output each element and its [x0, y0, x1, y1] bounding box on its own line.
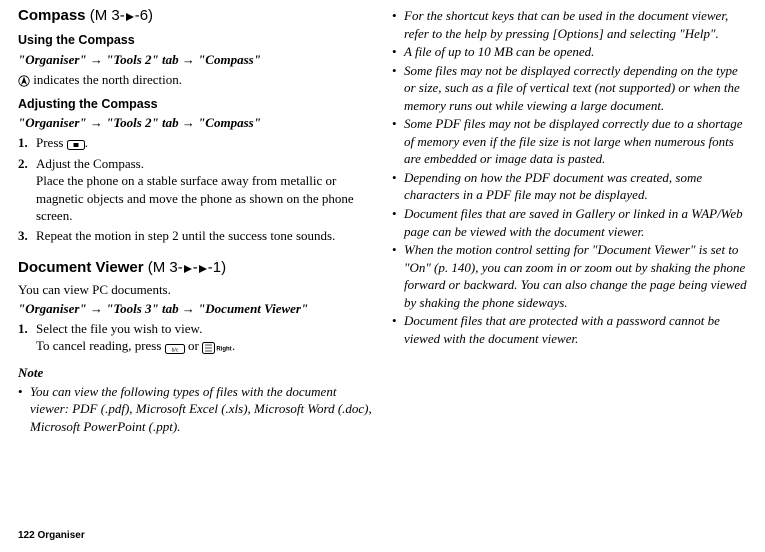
bullet: • For the shortcut keys that can be used…	[392, 7, 752, 42]
doc-step-1: 1. Select the file you wish to view. To …	[18, 320, 378, 356]
step-number: 3.	[18, 227, 36, 245]
step1-post: .	[85, 135, 88, 150]
bullet: • Some files may not be displayed correc…	[392, 62, 752, 115]
page-footer: 122 Organiser	[18, 529, 85, 543]
step-text: Select the file you wish to view. To can…	[36, 320, 378, 356]
step-text: Adjust the Compass. Place the phone on a…	[36, 155, 378, 225]
north-circle-icon	[18, 72, 30, 90]
bullet-dot: •	[392, 62, 404, 115]
bullet-dot: •	[392, 115, 404, 168]
compass-heading: Compass (M 3- -6)	[18, 6, 378, 26]
north-text: indicates the north direction.	[30, 72, 182, 87]
bullet-text: A file of up to 10 MB can be opened.	[404, 43, 752, 61]
bullet-text: Document files that are saved in Gallery…	[404, 205, 752, 240]
step2-line2: Place the phone on a stable surface away…	[36, 172, 378, 225]
bullet: • Some PDF files may not be displayed co…	[392, 115, 752, 168]
triangle-right-icon	[183, 258, 193, 278]
north-indicator-line: indicates the north direction.	[18, 71, 378, 90]
bullet-dot: •	[18, 383, 30, 436]
bullet: • Document files that are protected with…	[392, 312, 752, 347]
adjusting-compass-heading: Adjusting the Compass	[18, 96, 378, 113]
bullet: • Document files that are saved in Galle…	[392, 205, 752, 240]
nav-path-2: "Organiser" → "Tools 2" tab → "Compass"	[18, 114, 378, 132]
note-bullet-1: • You can view the following types of fi…	[18, 383, 378, 436]
bullet-dot: •	[392, 205, 404, 240]
step-1: 1. Press .	[18, 134, 378, 153]
svg-text:Right: Right	[216, 346, 231, 352]
note-heading: Note	[18, 364, 378, 382]
key-right-icon: Right	[202, 339, 232, 357]
dstep1b-mid: or	[185, 338, 202, 353]
doc-menucode-1: (M 3-	[144, 260, 183, 277]
key-back-icon: b/c	[165, 339, 185, 357]
compass-menucode-post: -6)	[135, 7, 153, 24]
dstep1b-pre: To cancel reading, press	[36, 338, 165, 353]
step-text: Press .	[36, 134, 378, 153]
triangle-right-icon	[125, 6, 135, 26]
bullet: • Depending on how the PDF document was …	[392, 169, 752, 204]
bullet: • When the motion control setting for "D…	[392, 241, 752, 311]
left-column: Compass (M 3- -6) Using the Compass "Orga…	[18, 6, 378, 436]
compass-title: Compass	[18, 7, 86, 24]
doc-intro: You can view PC documents.	[18, 281, 378, 299]
bullet-text: Some PDF files may not be displayed corr…	[404, 115, 752, 168]
nav-path-1: "Organiser" → "Tools 2" tab → "Compass"	[18, 51, 378, 69]
svg-text:b/c: b/c	[171, 347, 178, 353]
step1-pre: Press	[36, 135, 67, 150]
compass-menucode-pre: (M 3-	[86, 7, 125, 24]
bullet-text: Document files that are protected with a…	[404, 312, 752, 347]
page: Compass (M 3- -6) Using the Compass "Orga…	[0, 0, 765, 552]
key-rect-icon	[67, 135, 85, 153]
bullet-text: For the shortcut keys that can be used i…	[404, 7, 752, 42]
nav-path-3: "Organiser" → "Tools 3" tab → "Document …	[18, 300, 378, 318]
step-2: 2. Adjust the Compass. Place the phone o…	[18, 155, 378, 225]
step-number: 1.	[18, 320, 36, 356]
step-number: 1.	[18, 134, 36, 153]
using-compass-heading: Using the Compass	[18, 32, 378, 49]
step2-line1: Adjust the Compass.	[36, 155, 378, 173]
bullet-text: You can view the following types of file…	[30, 383, 378, 436]
triangle-right-icon	[198, 258, 208, 278]
dstep1-line2: To cancel reading, press b/c or Right.	[36, 337, 378, 356]
bullet-dot: •	[392, 7, 404, 42]
bullet: • A file of up to 10 MB can be opened.	[392, 43, 752, 61]
bullet-dot: •	[392, 169, 404, 204]
step-number: 2.	[18, 155, 36, 225]
bullet-text: Depending on how the PDF document was cr…	[404, 169, 752, 204]
bullet-dot: •	[392, 241, 404, 311]
step-text: Repeat the motion in step 2 until the su…	[36, 227, 378, 245]
bullet-dot: •	[392, 43, 404, 61]
doc-menucode-3: -1)	[208, 260, 226, 277]
document-viewer-heading: Document Viewer (M 3---1)	[18, 258, 378, 278]
columns: Compass (M 3- -6) Using the Compass "Orga…	[0, 6, 765, 436]
dstep1b-post: .	[232, 338, 235, 353]
docviewer-title: Document Viewer	[18, 260, 144, 277]
bullet-dot: •	[392, 312, 404, 347]
step-3: 3. Repeat the motion in step 2 until the…	[18, 227, 378, 245]
bullet-text: When the motion control setting for "Doc…	[404, 241, 752, 311]
dstep1-line1: Select the file you wish to view.	[36, 320, 378, 338]
right-column: • For the shortcut keys that can be used…	[392, 6, 752, 436]
bullet-text: Some files may not be displayed correctl…	[404, 62, 752, 115]
